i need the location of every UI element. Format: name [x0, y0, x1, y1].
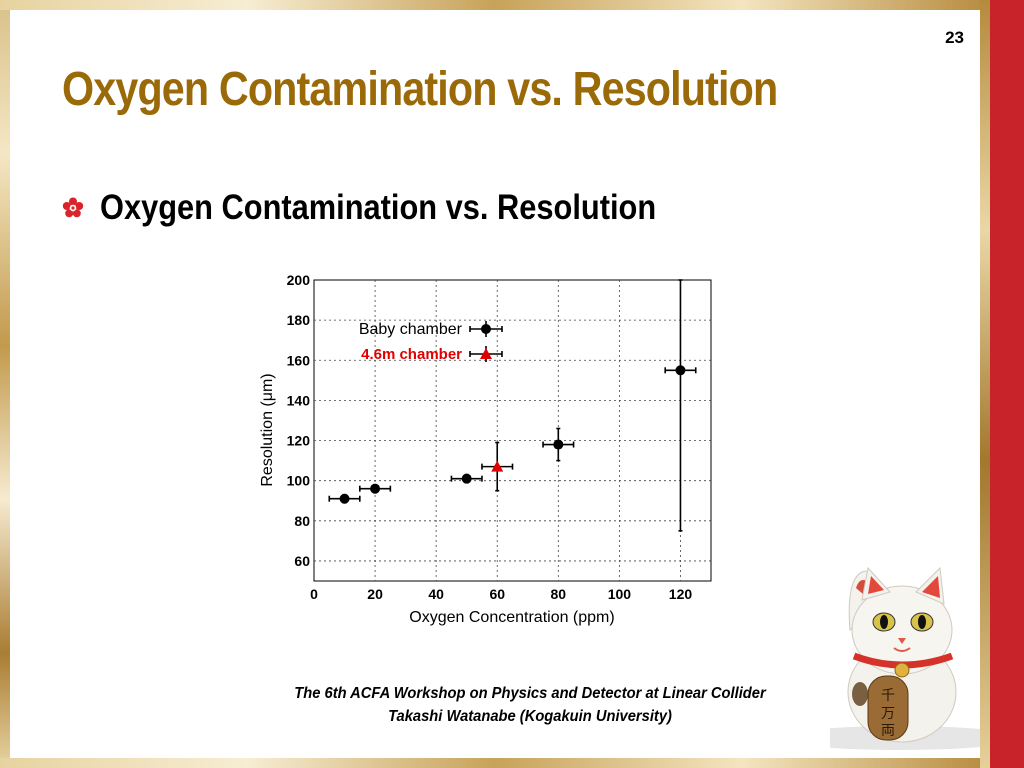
plot-area	[313, 279, 712, 582]
chart-legend: Baby chamber 4.6m chamber	[359, 321, 503, 363]
slide-title: Oxygen Contamination vs. Resolution	[62, 63, 778, 116]
maneki-neko-cat: 千 万 両	[830, 566, 980, 750]
bullet-text: Oxygen Contamination vs. Resolution	[100, 188, 657, 227]
frame-right-gold-border	[980, 0, 990, 768]
chart-grid	[314, 280, 711, 581]
svg-text:千: 千	[881, 688, 895, 704]
circle-marker	[675, 365, 686, 376]
y-axis-label: Resolution (μm)	[259, 373, 276, 486]
circle-marker	[461, 473, 472, 484]
flower-bullet-icon	[62, 197, 84, 218]
legend-marker	[480, 348, 492, 359]
frame-right-red-bar	[990, 0, 1024, 768]
chart-ticks: 0 20 40 60 80 100 120 60 80 100 120 140 160 180 200	[287, 272, 693, 602]
circle-marker	[553, 439, 564, 450]
legend-symbol	[469, 346, 503, 362]
data-point	[450, 473, 483, 484]
data-point	[664, 279, 697, 532]
x-axis-label: Oxygen Concentration (ppm)	[409, 609, 614, 626]
x-tick-label: 40	[428, 586, 444, 602]
triangle-marker	[491, 460, 504, 472]
slide-number: 23	[945, 28, 964, 47]
footer: The 6th ACFA Workshop on Physics and Det…	[240, 682, 820, 728]
y-tick-label: 200	[287, 272, 311, 288]
data-point	[359, 483, 392, 494]
data-point	[481, 441, 514, 492]
data-point	[542, 427, 575, 462]
bullet-item: Oxygen Contamination vs. Resolution	[62, 188, 732, 228]
legend-marker	[481, 324, 491, 334]
resolution-chart: 0 20 40 60 80 100 120 60 80 100 120 140 160 180 200 Ba…	[259, 272, 712, 626]
legend-label-46m-chamber: 4.6m chamber	[361, 346, 462, 363]
frame-bottom-border	[0, 758, 990, 768]
y-tick-label: 140	[287, 392, 311, 408]
y-tick-label: 120	[287, 433, 311, 449]
chart-marks	[328, 279, 697, 532]
y-tick-label: 180	[287, 312, 311, 328]
svg-text:両: 両	[881, 723, 895, 739]
footer-line-1: The 6th ACFA Workshop on Physics and Det…	[294, 685, 766, 702]
frame-left-border	[0, 0, 10, 768]
frame-top-border	[0, 0, 990, 10]
y-tick-label: 80	[294, 513, 310, 529]
x-tick-label: 60	[489, 586, 505, 602]
svg-text:万: 万	[881, 706, 895, 722]
x-tick-label: 0	[310, 586, 318, 602]
circle-marker	[339, 493, 350, 504]
y-tick-label: 160	[287, 352, 311, 368]
y-tick-label: 60	[294, 553, 310, 569]
circle-marker	[370, 483, 381, 494]
legend-symbol	[469, 321, 503, 337]
footer-line-2: Takashi Watanabe (Kogakuin University)	[388, 708, 672, 725]
x-tick-label: 120	[669, 586, 693, 602]
y-tick-label: 100	[287, 473, 311, 489]
x-tick-label: 20	[367, 586, 383, 602]
x-tick-label: 100	[608, 586, 632, 602]
x-tick-label: 80	[551, 586, 567, 602]
data-point	[328, 493, 361, 504]
legend-label-baby-chamber: Baby chamber	[359, 321, 463, 338]
